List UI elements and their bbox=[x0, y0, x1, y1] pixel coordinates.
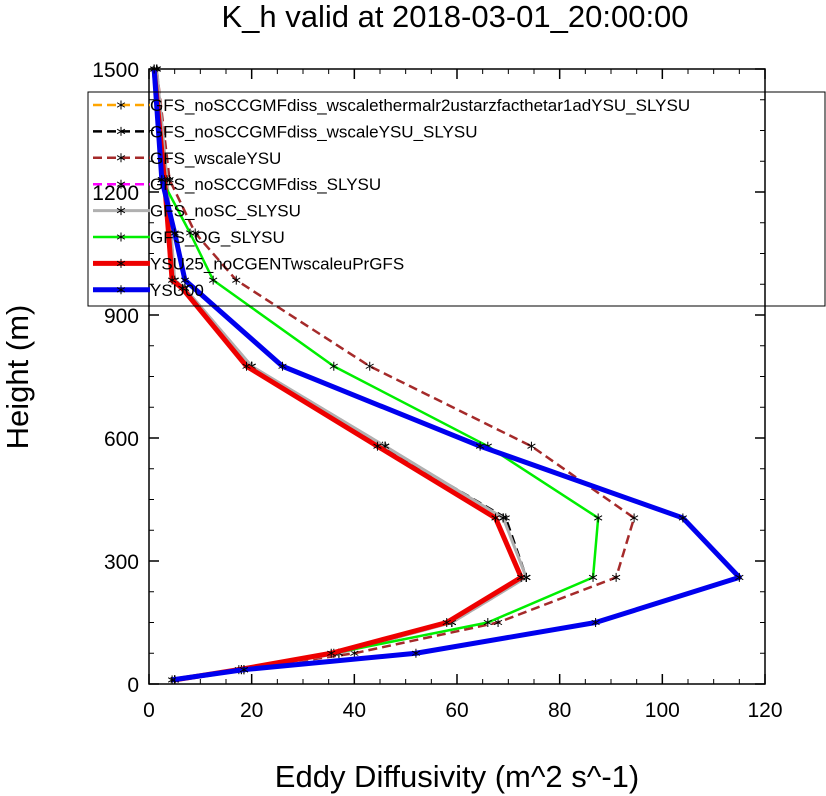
data-point bbox=[239, 665, 249, 675]
data-point bbox=[588, 572, 598, 582]
data-point bbox=[629, 513, 639, 523]
y-tick-label: 0 bbox=[127, 674, 139, 697]
x-axis-title: Eddy Diffusivity (m^2 s^-1) bbox=[275, 759, 639, 794]
legend-marker bbox=[116, 206, 126, 216]
x-tick-label: 40 bbox=[343, 699, 366, 722]
data-point bbox=[180, 275, 190, 285]
series-8 bbox=[149, 64, 744, 685]
data-point bbox=[499, 513, 508, 523]
data-point bbox=[527, 441, 536, 451]
y-tick-label: 1500 bbox=[92, 59, 139, 82]
data-point bbox=[185, 228, 195, 238]
data-point bbox=[327, 648, 336, 658]
y-tick-label: 300 bbox=[104, 551, 139, 574]
legend-item: YSU00 bbox=[93, 281, 204, 300]
data-point bbox=[483, 618, 492, 627]
data-point bbox=[373, 441, 382, 451]
x-tick-label: 20 bbox=[240, 699, 263, 722]
legend-marker bbox=[116, 285, 126, 295]
legend-marker bbox=[116, 126, 126, 136]
y-tick-label: 1200 bbox=[92, 182, 139, 205]
data-point bbox=[365, 361, 374, 371]
series-line bbox=[151, 68, 524, 683]
y-tick-label: 900 bbox=[104, 305, 139, 328]
legend-label: GFS_wscaleYSU bbox=[150, 149, 281, 168]
legend-marker bbox=[116, 100, 126, 110]
legend-item: GFS_noSC_SLYSU bbox=[93, 202, 301, 221]
x-tick-label: 80 bbox=[548, 699, 571, 722]
data-point bbox=[232, 275, 241, 285]
x-tick-label: 60 bbox=[445, 699, 468, 722]
data-point bbox=[611, 572, 621, 582]
legend-label: YSU25_noCGENTwscaleuPrGFS bbox=[150, 254, 404, 273]
series-layer bbox=[149, 64, 744, 685]
legend-box bbox=[87, 91, 826, 307]
data-point bbox=[170, 228, 179, 238]
data-point bbox=[278, 361, 287, 371]
data-point bbox=[594, 513, 603, 523]
legend-label: GFS_noSCCGMFdiss_SLYSU bbox=[150, 175, 381, 194]
legend-marker bbox=[116, 179, 126, 189]
chart-title: K_h valid at 2018-03-01_20:00:00 bbox=[221, 0, 688, 34]
legend-item: GFS_OG_SLYSU bbox=[93, 228, 285, 247]
legend-marker bbox=[116, 232, 126, 242]
series-line bbox=[151, 68, 742, 683]
data-point bbox=[178, 283, 187, 293]
y-tick-label: 600 bbox=[104, 428, 139, 451]
legend-item: GFS_noSCCGMFdiss_wscalethermalr2ustarzfa… bbox=[93, 96, 690, 115]
data-point bbox=[475, 441, 485, 451]
legend-item: GFS_noSCCGMFdiss_wscaleYSU_SLYSU bbox=[93, 122, 478, 141]
legend-item: GFS_wscaleYSU bbox=[93, 149, 281, 168]
legend: GFS_noSCCGMFdiss_wscalethermalr2ustarzfa… bbox=[87, 91, 826, 307]
data-point bbox=[157, 175, 166, 185]
legend-marker bbox=[116, 153, 126, 163]
data-point bbox=[735, 572, 744, 582]
data-point bbox=[442, 618, 451, 627]
data-point bbox=[209, 275, 218, 285]
legend-label: GFS_noSCCGMFdiss_wscalethermalr2ustarzfa… bbox=[150, 96, 690, 115]
legend-marker bbox=[116, 258, 126, 268]
x-tick-label: 120 bbox=[747, 699, 782, 722]
legend-label: GFS_noSCCGMFdiss_wscaleYSU_SLYSU bbox=[150, 122, 478, 141]
data-point bbox=[329, 361, 338, 371]
data-point bbox=[591, 618, 600, 627]
data-point bbox=[678, 513, 688, 523]
y-axis-title: Height (m) bbox=[0, 305, 35, 450]
x-tick-label: 100 bbox=[645, 699, 680, 722]
legend-item: GFS_noSCCGMFdiss_SLYSU bbox=[93, 175, 381, 194]
data-point bbox=[493, 618, 503, 627]
data-point bbox=[167, 275, 177, 285]
legend-label: GFS_OG_SLYSU bbox=[150, 228, 285, 247]
legend-item: YSU25_noCGENTwscaleuPrGFS bbox=[93, 254, 404, 273]
legend-label: YSU00 bbox=[150, 281, 204, 300]
legend-label: GFS_noSC_SLYSU bbox=[150, 202, 301, 221]
x-tick-label: 0 bbox=[143, 699, 155, 722]
data-point bbox=[491, 513, 500, 523]
data-point bbox=[517, 572, 526, 582]
data-point bbox=[411, 648, 421, 658]
data-point bbox=[242, 361, 251, 371]
